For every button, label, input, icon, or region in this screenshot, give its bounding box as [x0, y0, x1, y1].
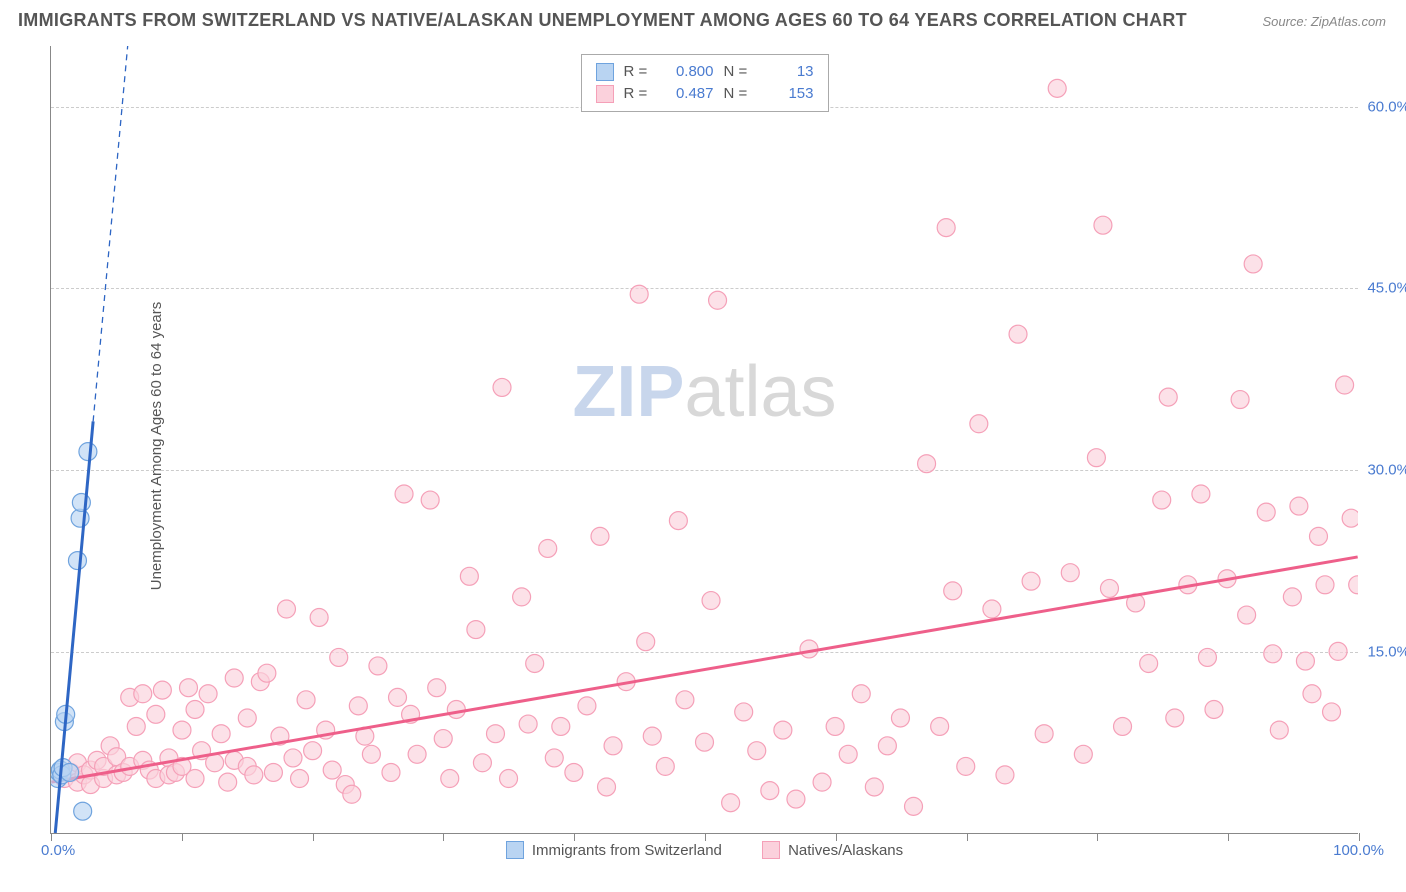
correlation-legend: R = 0.800 N = 13 R = 0.487 N = 153	[581, 54, 829, 112]
swatch-swiss	[506, 841, 524, 859]
r-value-native: 0.487	[666, 83, 714, 105]
x-tick	[1097, 833, 1098, 841]
n-value-native: 153	[766, 83, 814, 105]
y-tick-label: 30.0%	[1367, 462, 1406, 479]
x-tick-min: 0.0%	[41, 842, 75, 859]
x-tick	[705, 833, 706, 841]
swatch-native	[762, 841, 780, 859]
x-tick	[51, 833, 52, 841]
swatch-native	[596, 85, 614, 103]
plot-area: ZIPatlas R = 0.800 N = 13 R = 0.487 N = …	[50, 46, 1358, 834]
n-label: N =	[724, 83, 756, 105]
x-tick	[574, 833, 575, 841]
legend-item-swiss: Immigrants from Switzerland	[506, 841, 722, 859]
r-label: R =	[624, 83, 656, 105]
y-tick-label: 45.0%	[1367, 280, 1406, 297]
x-tick	[1359, 833, 1360, 841]
chart-container: IMMIGRANTS FROM SWITZERLAND VS NATIVE/AL…	[0, 0, 1406, 892]
x-tick-max: 100.0%	[1333, 842, 1384, 859]
swatch-swiss	[596, 63, 614, 81]
legend-row-swiss: R = 0.800 N = 13	[596, 61, 814, 83]
source-attribution: Source: ZipAtlas.com	[1262, 14, 1386, 29]
series-legend: Immigrants from Switzerland Natives/Alas…	[51, 841, 1358, 863]
y-tick-label: 15.0%	[1367, 644, 1406, 661]
legend-item-native: Natives/Alaskans	[762, 841, 903, 859]
x-tick	[313, 833, 314, 841]
n-value-swiss: 13	[766, 61, 814, 83]
x-tick	[182, 833, 183, 841]
r-label: R =	[624, 61, 656, 83]
x-tick	[1228, 833, 1229, 841]
series-label-swiss: Immigrants from Switzerland	[532, 842, 722, 859]
chart-title: IMMIGRANTS FROM SWITZERLAND VS NATIVE/AL…	[18, 10, 1187, 31]
x-tick	[967, 833, 968, 841]
x-tick	[836, 833, 837, 841]
x-tick	[443, 833, 444, 841]
n-label: N =	[724, 61, 756, 83]
r-value-swiss: 0.800	[666, 61, 714, 83]
legend-row-native: R = 0.487 N = 153	[596, 83, 814, 105]
y-tick-label: 60.0%	[1367, 98, 1406, 115]
scatter-plot	[51, 46, 1358, 833]
series-label-native: Natives/Alaskans	[788, 842, 903, 859]
